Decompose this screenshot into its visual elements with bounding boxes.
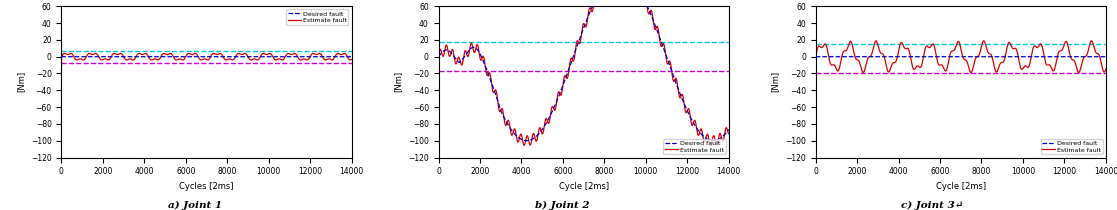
Estimate fault (1099, 68, 1113, 71)
Desired fault (1099, 55, 1113, 58)
Desired fault (497, 116, 510, 119)
Legend: Desired fault, Estimate fault: Desired fault, Estimate fault (1041, 139, 1102, 154)
Desired fault (809, 55, 822, 58)
X-axis label: Cycles [2ms]: Cycles [2ms] (179, 182, 233, 191)
Y-axis label: [Nm]: [Nm] (771, 71, 780, 92)
Desired fault (694, 132, 707, 134)
Estimate fault (123, 58, 136, 60)
Desired fault (918, 55, 932, 58)
Estimate fault (497, 117, 510, 120)
Text: b) Joint 2: b) Joint 2 (535, 201, 589, 210)
Y-axis label: [Nm]: [Nm] (393, 71, 402, 92)
Estimate fault (722, 133, 735, 135)
Desired fault (55, 55, 68, 58)
Estimate fault (55, 43, 68, 45)
Estimate fault (542, 122, 555, 124)
Desired fault (121, 55, 134, 58)
Estimate fault (964, 71, 977, 74)
Estimate fault (164, 52, 178, 55)
Desired fault (855, 55, 868, 58)
Estimate fault (875, 52, 888, 55)
Estimate fault (694, 128, 707, 131)
Estimate fault (121, 58, 134, 61)
Desired fault (317, 55, 331, 58)
Desired fault (706, 139, 719, 142)
Estimate fault (1071, 70, 1085, 72)
Text: a) Joint 1: a) Joint 1 (169, 201, 222, 210)
Estimate fault (101, 59, 114, 61)
Estimate fault (55, 66, 68, 68)
Legend: Desired fault, Estimate fault: Desired fault, Estimate fault (286, 9, 349, 25)
Desired fault (722, 128, 735, 131)
Estimate fault (877, 53, 890, 56)
Y-axis label: [Nm]: [Nm] (17, 71, 26, 92)
Estimate fault (977, 39, 991, 42)
Desired fault (1071, 55, 1085, 58)
Estimate fault (498, 121, 512, 124)
Estimate fault (345, 58, 359, 61)
Desired fault (101, 55, 114, 58)
X-axis label: Cycle [2ms]: Cycle [2ms] (936, 182, 986, 191)
X-axis label: Cycle [2ms]: Cycle [2ms] (558, 182, 609, 191)
Desired fault (875, 55, 888, 58)
Estimate fault (809, 55, 822, 58)
Desired fault (123, 55, 136, 58)
Estimate fault (499, 124, 513, 126)
Desired fault (345, 55, 359, 58)
Estimate fault (875, 52, 888, 55)
Legend: Desired fault, Estimate fault: Desired fault, Estimate fault (663, 139, 726, 154)
Estimate fault (317, 57, 331, 59)
Desired fault (498, 118, 512, 120)
Estimate fault (855, 68, 868, 71)
Desired fault (121, 55, 134, 58)
Estimate fault (121, 59, 134, 61)
Estimate fault (478, 59, 491, 62)
Estimate fault (432, 55, 446, 58)
Line: Estimate fault: Estimate fault (439, 0, 728, 146)
Line: Estimate fault: Estimate fault (815, 41, 1106, 73)
Line: Estimate fault: Estimate fault (61, 44, 352, 67)
Line: Desired fault: Desired fault (439, 0, 728, 141)
Desired fault (478, 63, 491, 65)
Text: c) Joint 3↵: c) Joint 3↵ (901, 201, 964, 210)
Desired fault (542, 119, 555, 121)
Desired fault (164, 55, 178, 58)
Desired fault (875, 55, 888, 58)
Desired fault (432, 55, 446, 58)
Estimate fault (517, 144, 531, 147)
Estimate fault (918, 48, 932, 50)
Desired fault (499, 120, 513, 123)
Desired fault (877, 55, 890, 58)
